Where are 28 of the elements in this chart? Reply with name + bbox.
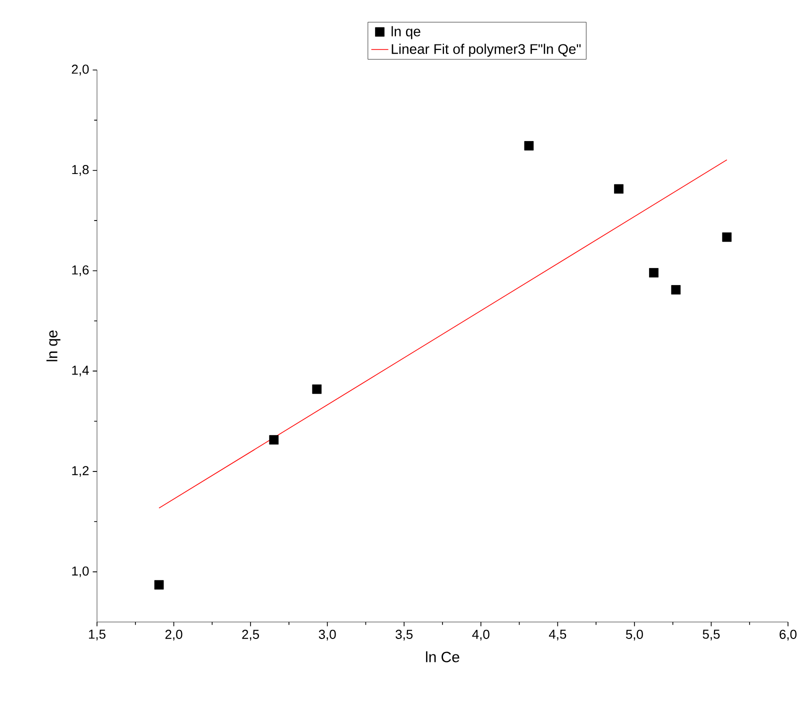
x-tick-label: 4,0 [472, 630, 490, 640]
point [312, 384, 322, 394]
point [722, 232, 732, 242]
legend-label: ln qe [392, 26, 420, 40]
x-tick-label: 5,0 [626, 630, 643, 640]
y-tick-label: 1,8 [72, 165, 89, 176]
y-tick-label: 2,0 [72, 64, 89, 76]
x-tick-label: 6,0 [780, 630, 797, 640]
x-tick-label: 3,0 [318, 630, 336, 640]
y-tick-label: 1,0 [72, 566, 89, 578]
point [671, 285, 681, 294]
x-tick-label: 3,5 [396, 630, 413, 640]
x-tick-label: 4,5 [548, 630, 566, 640]
x-tick-label: 2,5 [242, 630, 260, 640]
point [524, 141, 534, 150]
legend-label: Linear Fit of polymer3 F"ln Qe" [392, 44, 581, 57]
x-tick-label: 5,5 [702, 630, 720, 640]
x-tick-label: 1,5 [88, 630, 106, 640]
x-tick-label: 2,0 [165, 630, 182, 640]
y-tick-label: 1,6 [72, 265, 89, 276]
x-axis-title: ln Ce [426, 651, 460, 662]
y-tick-label: 1,4 [72, 366, 89, 376]
point [614, 184, 624, 194]
point [154, 580, 164, 590]
point [649, 268, 658, 278]
y-tick-label: 1,2 [72, 466, 89, 477]
y-axis-title: ln qe [46, 330, 60, 362]
point [269, 435, 279, 445]
